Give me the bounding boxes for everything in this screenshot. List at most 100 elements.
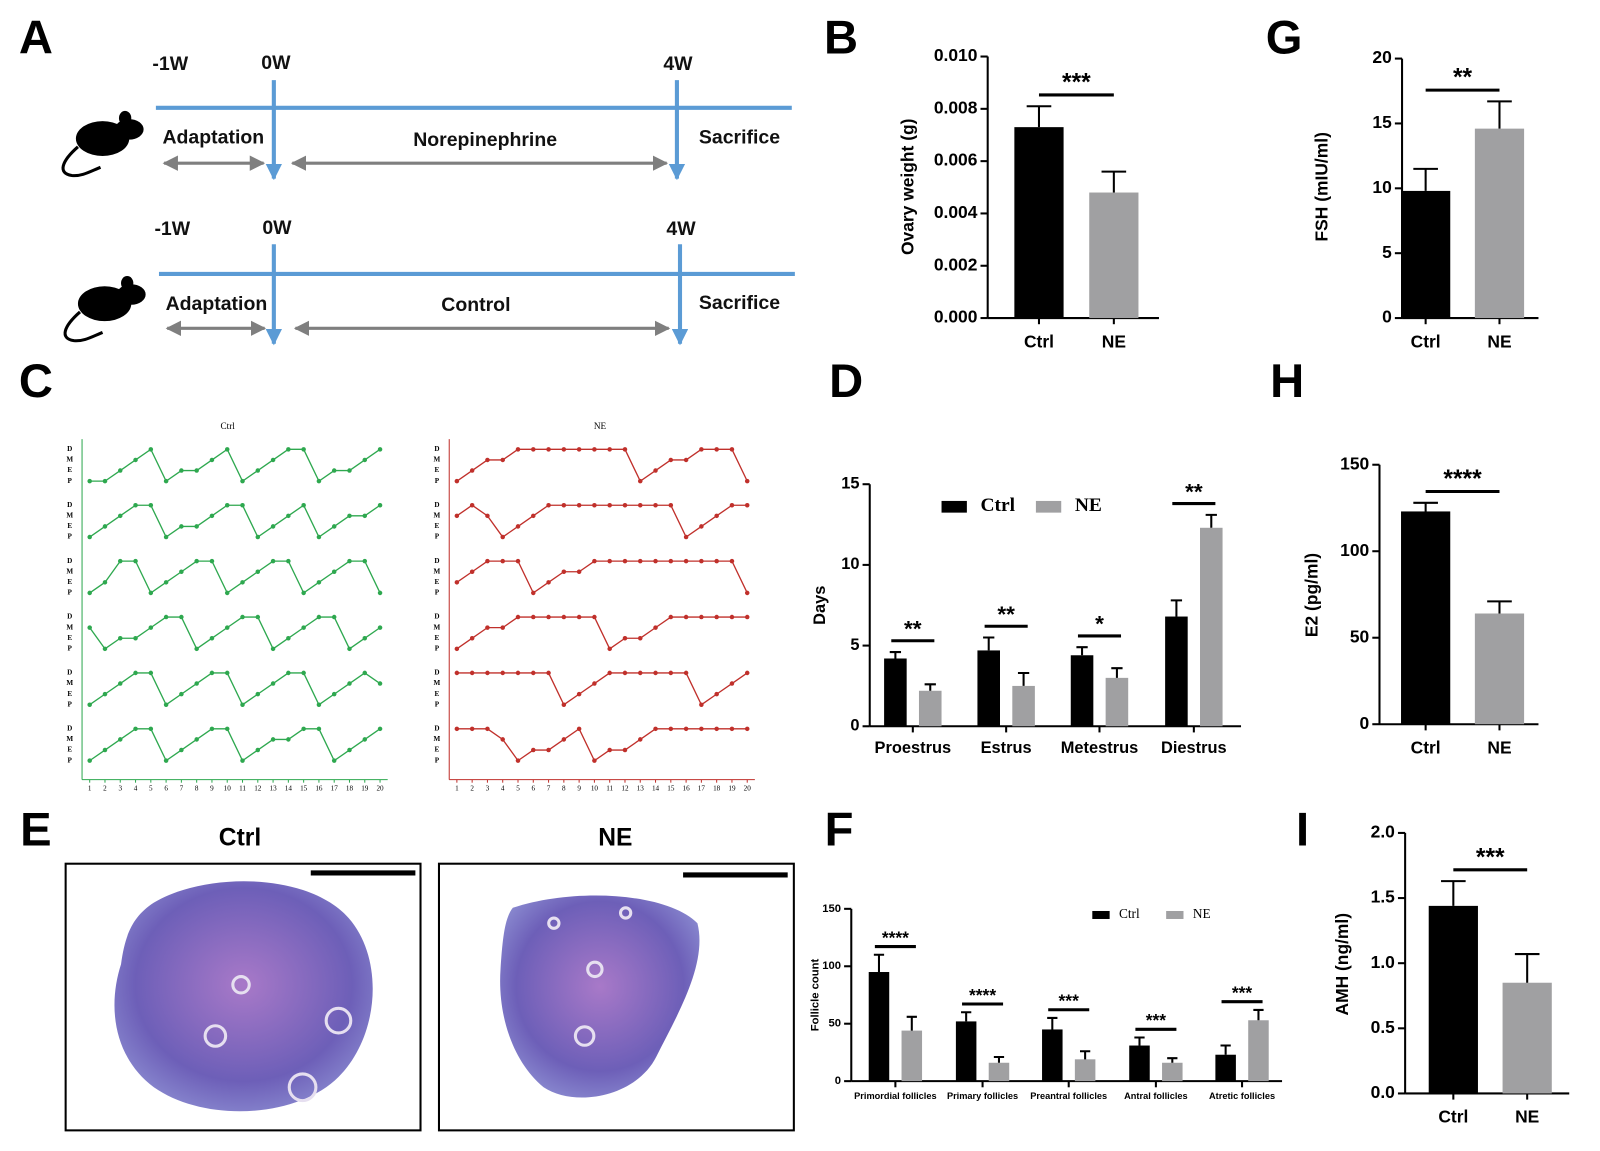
cycle-point <box>683 614 689 620</box>
legend-swatch <box>1092 910 1110 919</box>
y-tick-label: D <box>67 557 72 565</box>
x-tick-label: NE <box>1487 331 1511 351</box>
mouse-icon <box>63 274 148 343</box>
x-tick-label: 7 <box>547 784 551 792</box>
y-tick-label: E <box>67 466 72 474</box>
cycle-point <box>469 726 475 732</box>
cycle-point <box>515 447 521 452</box>
y-axis-label: AMH (ng/ml) <box>1332 913 1352 1016</box>
y-tick-label: D <box>434 613 439 621</box>
cycle-point <box>714 691 719 697</box>
cycle-point <box>607 502 612 508</box>
y-tick-label: M <box>66 511 73 519</box>
y-tick-label: D <box>67 613 72 621</box>
cycle-point <box>622 747 628 753</box>
x-tick-label: 11 <box>239 784 246 792</box>
bar <box>1070 655 1094 727</box>
cycle-point <box>87 534 92 540</box>
cycle-point <box>592 502 597 508</box>
cycle-point <box>133 670 138 676</box>
cycle-point <box>316 614 322 620</box>
significance-label: **** <box>969 985 996 1005</box>
significance-label: ** <box>1453 65 1473 92</box>
x-tick-label: NE <box>1102 331 1126 351</box>
tissue-section <box>500 895 700 1098</box>
cycle-point <box>118 635 123 641</box>
cycle-point <box>362 457 368 463</box>
cycle-point <box>729 558 735 564</box>
cycle-point <box>270 524 276 529</box>
x-tick-label: 18 <box>713 784 721 792</box>
cycle-point <box>301 590 306 596</box>
time-label: 4W <box>663 53 693 75</box>
cycle-point <box>668 614 674 620</box>
y-tick-label: D <box>434 445 439 453</box>
x-tick-label: 13 <box>637 784 645 792</box>
cycle-point <box>561 502 567 508</box>
cycle-point <box>638 478 643 484</box>
cycle-point <box>102 524 108 529</box>
y-tick-label: 100 <box>822 960 841 972</box>
y-tick-label: P <box>68 477 73 485</box>
cycle-point <box>500 737 505 742</box>
error-bar <box>1441 880 1466 906</box>
legend-swatch <box>1166 910 1184 919</box>
cycle-point <box>592 681 597 686</box>
cycle-point <box>316 534 322 540</box>
cycle-point <box>331 691 337 697</box>
significance-label: *** <box>1146 1010 1167 1030</box>
error-bar <box>1514 953 1540 983</box>
cycle-point <box>194 468 199 473</box>
x-tick-label: 18 <box>346 784 354 792</box>
error-bar <box>1167 1057 1178 1063</box>
cycle-point <box>362 558 368 564</box>
y-axis-label: Follicle count <box>809 958 821 1031</box>
bar <box>1089 192 1139 319</box>
error-bar <box>1487 100 1512 129</box>
cycle-point <box>638 670 643 676</box>
cycle-point <box>729 447 735 452</box>
cycle-point <box>500 625 505 630</box>
significance-label: **** <box>882 927 909 947</box>
bar <box>1200 527 1223 727</box>
x-tick-label: 10 <box>591 784 599 792</box>
cycle-point <box>163 478 169 484</box>
cycle-point <box>224 625 230 630</box>
phase-label: Sacrifice <box>699 292 780 314</box>
cycle-point <box>515 558 521 564</box>
legend-label: NE <box>1075 495 1102 516</box>
cycle-point <box>592 758 597 763</box>
cycle-point <box>240 580 245 585</box>
cycle-point <box>240 758 245 763</box>
cycle-point <box>622 670 628 676</box>
cycle-point <box>607 646 612 652</box>
x-tick-label: 9 <box>210 784 214 792</box>
cycle-point <box>561 737 567 742</box>
cycle-point <box>729 614 735 620</box>
x-tick-label: Atretic follicles <box>1209 1091 1275 1101</box>
y-tick-label: 0.004 <box>934 202 978 222</box>
cycle-point <box>546 747 551 753</box>
significance-label: ** <box>904 617 922 642</box>
y-tick-label: 0 <box>835 1075 841 1087</box>
cycle-point <box>301 670 306 676</box>
y-tick-label: 0 <box>1360 713 1370 733</box>
y-axis-label: FSH (mIU/ml) <box>1312 132 1332 241</box>
cycle-point <box>270 457 276 463</box>
cycle-point <box>500 558 505 564</box>
significance-label: *** <box>1232 982 1253 1002</box>
legend-label: Ctrl <box>1119 906 1140 921</box>
error-bar <box>1205 513 1217 528</box>
cycle-line <box>89 728 381 762</box>
cycle-point <box>531 747 536 753</box>
cycle-point <box>179 747 184 753</box>
cycle-line <box>456 560 748 594</box>
cycle-point <box>255 614 261 620</box>
y-tick-label: P <box>68 756 73 764</box>
y-tick-label: 2.0 <box>1371 822 1395 842</box>
x-tick-label: Diestrus <box>1161 739 1227 757</box>
x-tick-label: 2 <box>103 784 107 792</box>
significance-label: **** <box>1443 466 1482 493</box>
x-tick-label: 1 <box>88 784 92 792</box>
cycle-point <box>270 558 276 564</box>
